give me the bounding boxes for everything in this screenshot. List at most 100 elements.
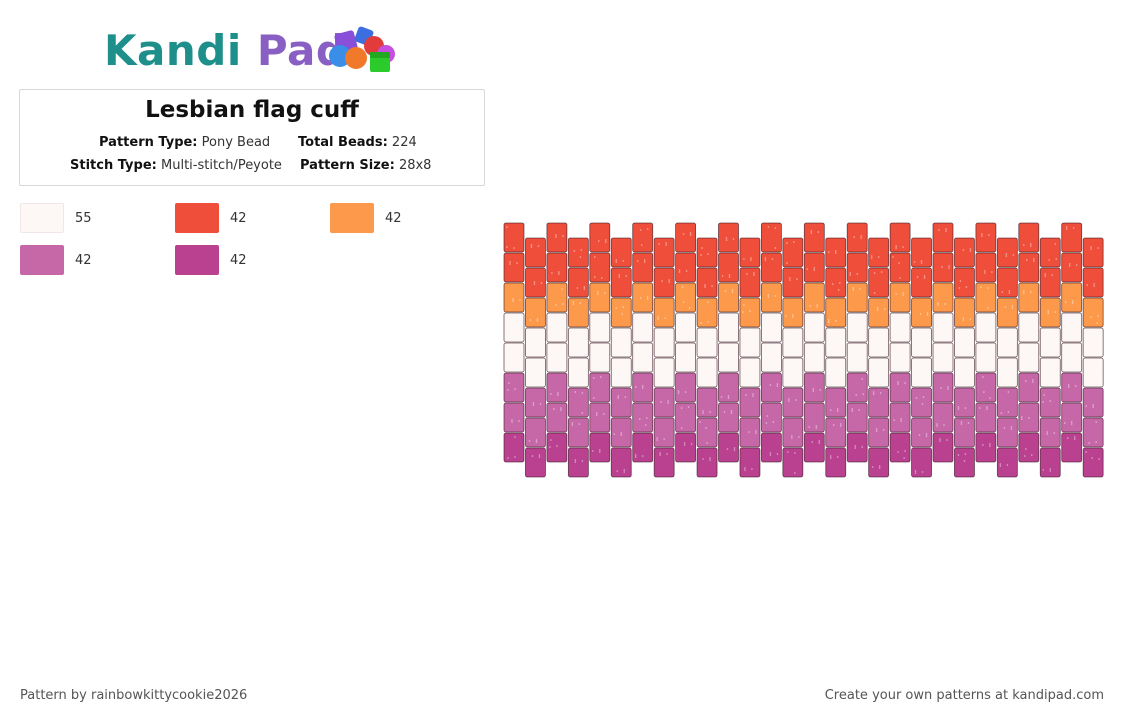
bead-sparkle (870, 255, 873, 257)
bead-sparkle (809, 351, 812, 353)
bead (911, 297, 932, 328)
bead-sparkle (923, 275, 926, 277)
kandipad-link[interactable]: Create your own patterns at kandipad.com (824, 688, 1104, 703)
bead (911, 447, 932, 478)
bead-sparkle (827, 321, 830, 323)
bead-sparkle (597, 361, 599, 363)
bead-sparkle (1066, 437, 1069, 439)
bead-sparkle (1071, 300, 1074, 302)
bead-sparkle (873, 272, 876, 274)
bead-sparkle (519, 299, 521, 301)
bead (761, 222, 782, 253)
bead-sparkle (621, 381, 624, 383)
bead-sparkle (941, 266, 943, 268)
bead-sparkle (659, 452, 661, 454)
bead-sparkle (920, 260, 923, 262)
bead-sparkle (635, 333, 638, 335)
bead (954, 267, 975, 298)
stitch-type-label: Stitch Type: (70, 158, 157, 173)
bead-sparkle (769, 452, 772, 454)
bead (825, 417, 847, 448)
bead-sparkle (870, 257, 873, 259)
bead-sparkle (752, 395, 754, 397)
bead-sparkle (1004, 306, 1007, 308)
bead-sparkle (1028, 417, 1030, 419)
bead-sparkle (937, 304, 939, 306)
bead-sparkle (685, 318, 688, 320)
bead-sparkle (513, 247, 515, 249)
bead-sparkle (592, 450, 594, 452)
bead (782, 417, 804, 448)
bead-sparkle (724, 290, 727, 292)
bead-sparkle (638, 348, 641, 350)
bead-sparkle (926, 314, 929, 316)
bead-sparkle (555, 304, 557, 306)
bead-sparkle (1001, 291, 1004, 293)
bead-sparkle (623, 469, 626, 471)
bead-sparkle (1054, 311, 1057, 313)
bead-sparkle (827, 251, 830, 253)
bead (503, 402, 525, 433)
bead-sparkle (704, 286, 706, 288)
bead-sparkle (878, 467, 881, 469)
bead-sparkle (1096, 322, 1098, 324)
bead-sparkle (1022, 365, 1024, 367)
bead-sparkle (656, 439, 658, 441)
bead-sparkle (1032, 381, 1034, 383)
bead-sparkle (557, 392, 559, 394)
bead-sparkle (1063, 422, 1066, 424)
bead-sparkle (1026, 329, 1028, 331)
bead (761, 282, 782, 313)
bead (932, 282, 954, 313)
pattern-type-value: Pony Bead (201, 135, 271, 150)
bead-sparkle (728, 274, 731, 276)
bead-sparkle (1026, 327, 1028, 329)
bead (932, 222, 954, 253)
bead-sparkle (990, 324, 992, 326)
bead-sparkle (920, 262, 923, 264)
bead-sparkle (851, 410, 853, 412)
bead (739, 297, 761, 328)
bead (546, 222, 568, 253)
bead (761, 252, 782, 283)
bead-sparkle (646, 296, 649, 298)
bead (589, 342, 611, 373)
bead-sparkle (690, 443, 693, 445)
bead-sparkle (862, 325, 864, 327)
bead-sparkle (1064, 349, 1067, 351)
bead-sparkle (551, 318, 553, 320)
bead (975, 432, 997, 463)
bead-sparkle (533, 283, 536, 285)
bead-sparkle (506, 246, 508, 248)
bead-sparkle (707, 253, 709, 255)
bead (739, 387, 761, 418)
bead-sparkle (657, 318, 659, 320)
bead (653, 447, 675, 478)
bead-sparkle (618, 276, 621, 278)
bead (503, 222, 525, 253)
bead-sparkle (700, 322, 702, 324)
bead-sparkle (1067, 316, 1070, 318)
bead-sparkle (561, 356, 563, 358)
bead-sparkle (816, 304, 819, 306)
bead (589, 432, 611, 463)
kandipad-logo[interactable]: Kandi Pad (100, 24, 410, 78)
bead-sparkle (860, 235, 862, 237)
bead-sparkle (678, 271, 681, 273)
bead-sparkle (944, 303, 946, 305)
bead-sparkle (840, 372, 843, 374)
bead-sparkle (1012, 254, 1015, 256)
bead-sparkle (596, 412, 598, 414)
bead-sparkle (883, 378, 886, 380)
bead-sparkle (983, 323, 985, 325)
bead-sparkle (861, 446, 863, 448)
bead-sparkle (613, 433, 616, 435)
bead-sparkle (904, 382, 906, 384)
bead-sparkle (872, 393, 875, 395)
bead (567, 357, 589, 388)
bead-sparkle (618, 274, 621, 276)
bead (632, 432, 654, 463)
bead-sparkle (1070, 421, 1073, 423)
bead (1082, 357, 1104, 388)
bead-sparkle (576, 287, 579, 289)
